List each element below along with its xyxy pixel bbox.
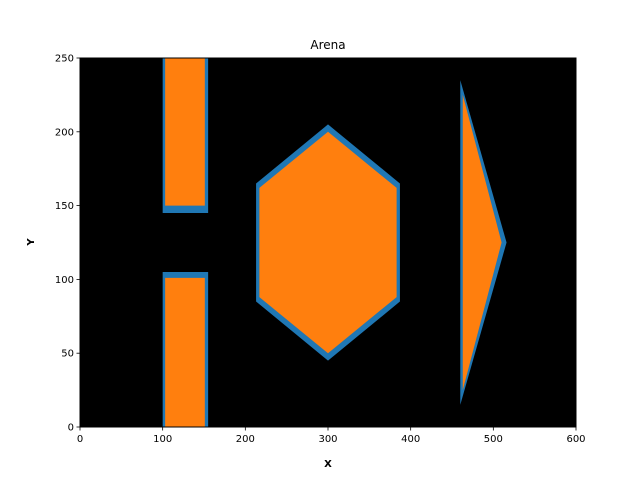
obstacle-interior-triangle-4 bbox=[462, 94, 502, 391]
x-tick-label: 400 bbox=[401, 434, 420, 445]
y-tick-label: 100 bbox=[55, 275, 74, 286]
x-tick-label: 300 bbox=[318, 434, 337, 445]
y-axis-label: Y bbox=[26, 238, 37, 247]
x-tick-label: 0 bbox=[77, 434, 83, 445]
y-tick-label: 250 bbox=[55, 54, 74, 65]
x-axis-label: X bbox=[324, 459, 332, 470]
y-tick-label: 0 bbox=[68, 423, 74, 434]
y-tick-label: 200 bbox=[55, 127, 74, 138]
x-tick-label: 500 bbox=[484, 434, 503, 445]
y-tick-label: 150 bbox=[55, 201, 74, 212]
y-tick-label: 50 bbox=[61, 349, 74, 360]
obstacle-interior-hexagon-3 bbox=[259, 131, 397, 354]
x-tick-label: 600 bbox=[566, 434, 585, 445]
obstacle-interior-layer bbox=[165, 58, 502, 427]
x-axis-ticks: 0 100 200 300 400 500 600 bbox=[77, 427, 586, 445]
y-axis-ticks: 0 50 100 150 200 250 bbox=[55, 54, 80, 434]
obstacle-interior-rectangle-2 bbox=[165, 277, 205, 427]
x-tick-label: 200 bbox=[236, 434, 255, 445]
obstacle-interior-rectangle-1 bbox=[165, 58, 205, 206]
chart-title: Arena bbox=[310, 38, 345, 52]
x-tick-label: 100 bbox=[153, 434, 172, 445]
